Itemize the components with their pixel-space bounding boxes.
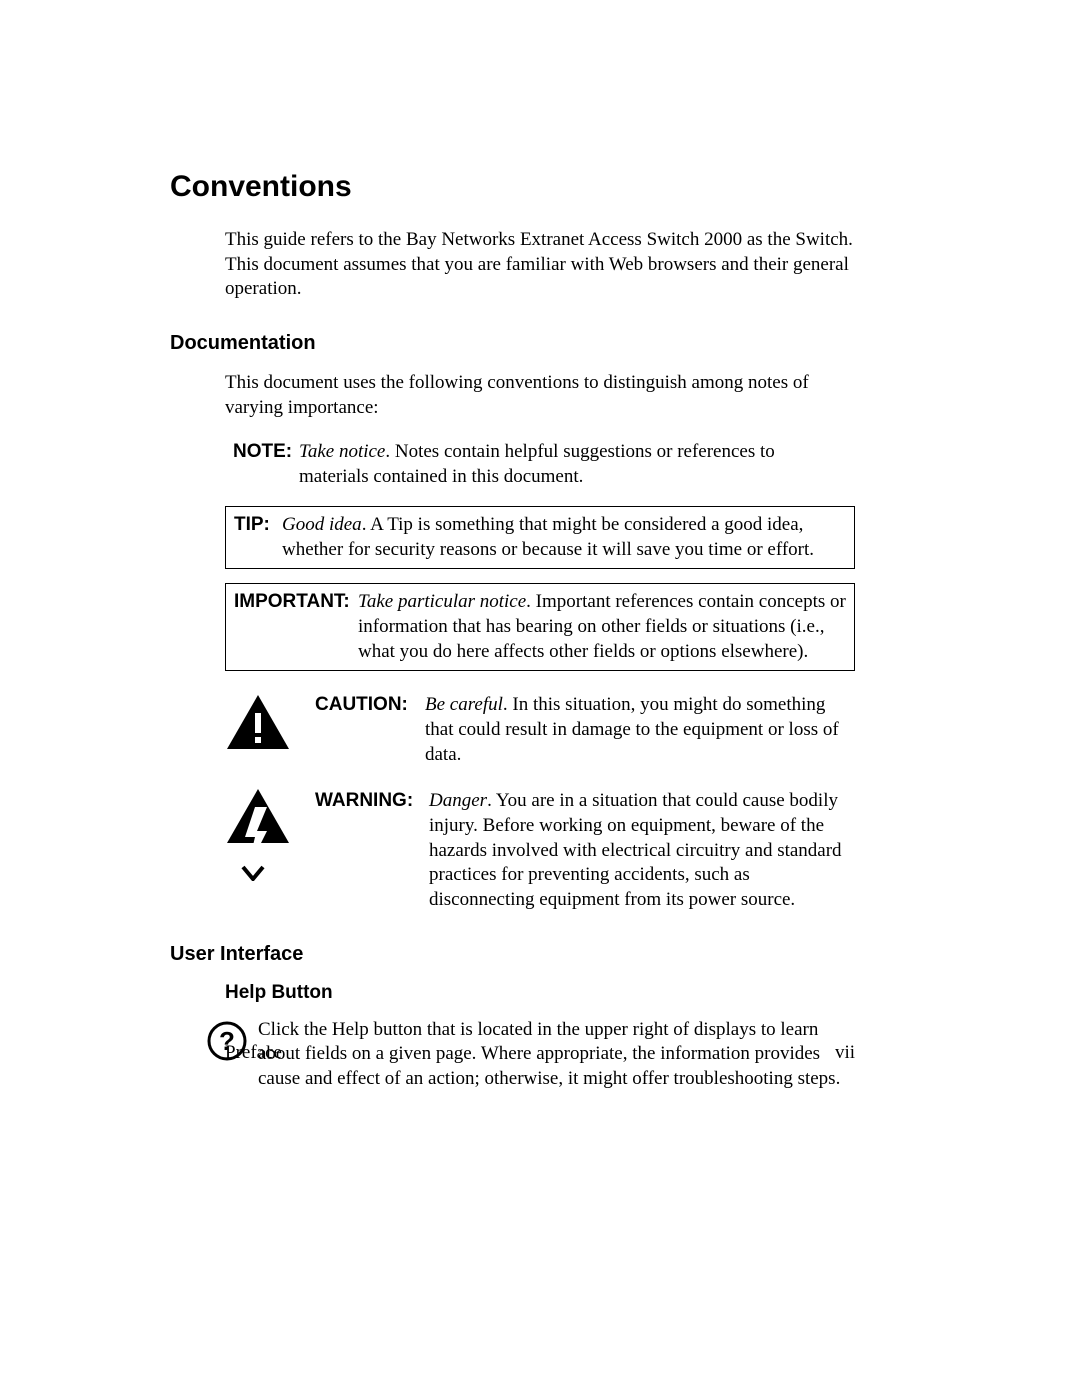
- caution-triangle-icon: [225, 693, 291, 751]
- note-text: Take notice. Notes contain helpful sugge…: [299, 440, 847, 489]
- intro-paragraph: This guide refers to the Bay Networks Ex…: [225, 228, 855, 302]
- warning-rest: . You are in a situation that could caus…: [429, 790, 842, 910]
- section-heading-documentation: Documentation: [170, 332, 855, 355]
- warning-label: WARNING:: [315, 789, 429, 814]
- caution-label: CAUTION:: [315, 693, 425, 718]
- important-label: IMPORTANT:: [234, 590, 358, 615]
- footer-left: Preface: [225, 1042, 282, 1064]
- tip-rest: . A Tip is something that might be consi…: [282, 514, 814, 560]
- important-emph: Take particular notice: [358, 591, 526, 612]
- tip-block: TIP: Good idea. A Tip is something that …: [225, 506, 855, 569]
- caution-text: Be careful. In this situation, you might…: [425, 693, 855, 767]
- caution-block: CAUTION: Be careful. In this situation, …: [225, 693, 855, 767]
- note-emph: Take notice: [299, 441, 385, 462]
- warning-icon-cell: [225, 789, 315, 881]
- document-page: Conventions This guide refers to the Bay…: [0, 0, 1080, 1397]
- footer-right: vii: [835, 1042, 855, 1064]
- page-title: Conventions: [170, 170, 855, 204]
- tip-text: Good idea. A Tip is something that might…: [282, 513, 846, 562]
- important-block: IMPORTANT: Take particular notice. Impor…: [225, 583, 855, 671]
- subsection-heading-help-button: Help Button: [225, 982, 855, 1004]
- important-text: Take particular notice. Important refere…: [358, 590, 846, 664]
- note-block: NOTE: Take notice. Notes contain helpful…: [225, 438, 855, 493]
- warning-lightning-icon: [225, 789, 291, 881]
- caution-emph: Be careful: [425, 694, 503, 715]
- note-label: NOTE:: [233, 440, 299, 465]
- warning-text: Danger. You are in a situation that coul…: [429, 789, 855, 912]
- tip-emph: Good idea: [282, 514, 362, 535]
- warning-block: WARNING: Danger. You are in a situation …: [225, 789, 855, 912]
- warning-emph: Danger: [429, 790, 487, 811]
- section-heading-user-interface: User Interface: [170, 943, 855, 966]
- caution-icon-cell: [225, 693, 315, 751]
- spacer: [170, 494, 855, 506]
- spacer: [170, 685, 855, 693]
- page-footer: Preface vii: [225, 1042, 855, 1064]
- documentation-intro: This document uses the following convent…: [225, 371, 855, 420]
- tip-label: TIP:: [234, 513, 282, 538]
